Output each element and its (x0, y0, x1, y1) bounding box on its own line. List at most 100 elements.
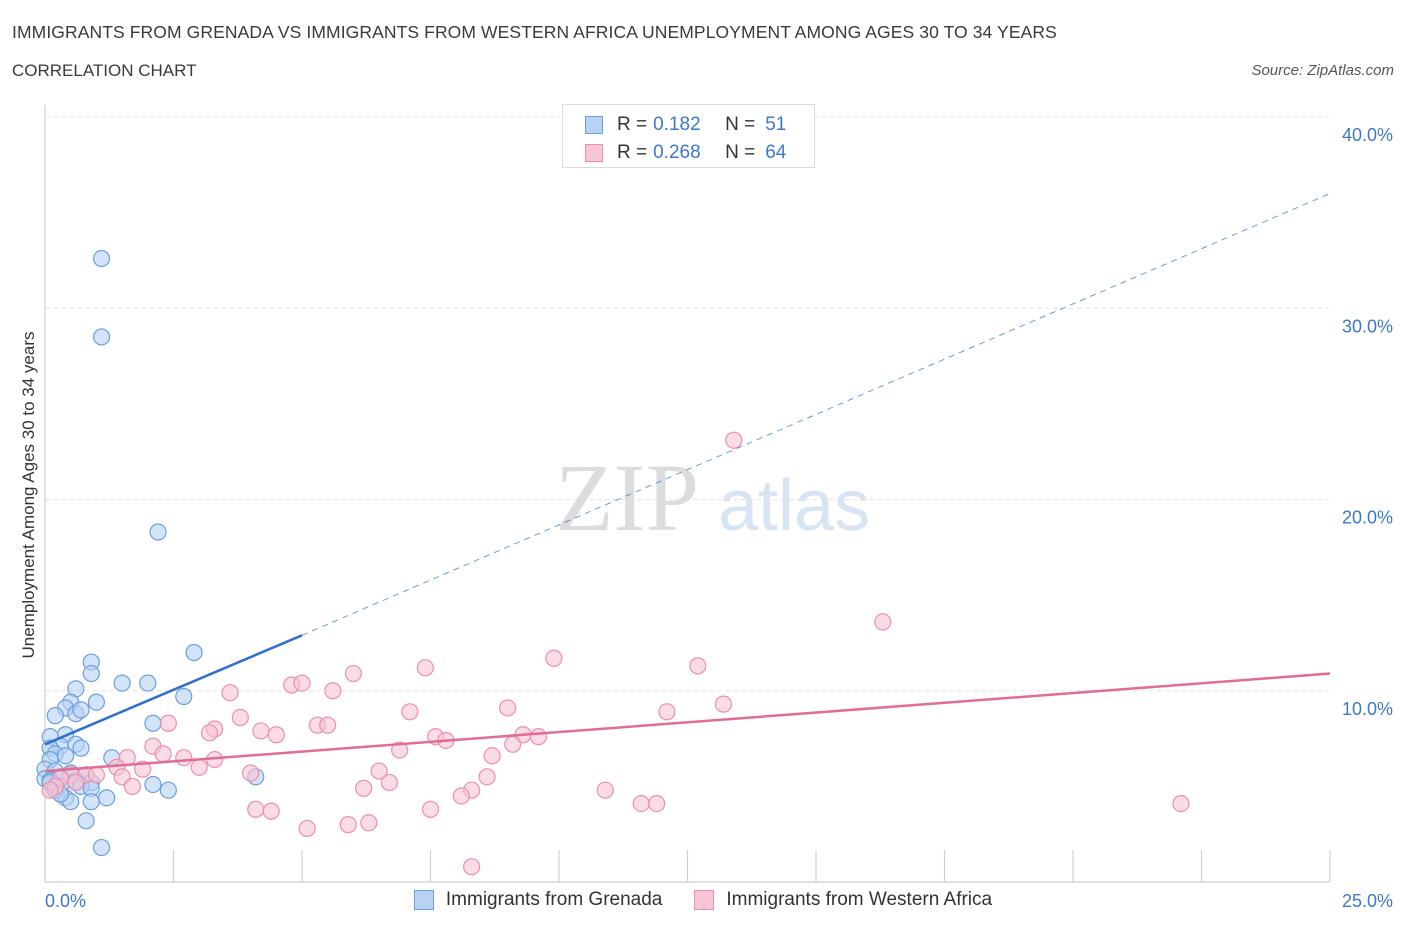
legend-swatch-grenada (585, 116, 603, 134)
point-grenada (185, 643, 203, 662)
point-western-africa (416, 659, 434, 677)
point-western-africa (380, 773, 398, 792)
legend-label-western-africa: Immigrants from Western Africa (726, 889, 993, 910)
legend-swatch-western-africa (694, 890, 715, 910)
point-western-africa (596, 781, 614, 799)
point-western-africa (725, 431, 743, 449)
point-western-africa (499, 699, 517, 717)
n-value-grenada: 51 (765, 114, 787, 135)
point-western-africa (267, 726, 285, 744)
point-western-africa (293, 674, 311, 692)
point-western-africa (355, 779, 373, 797)
point-grenada (92, 838, 111, 857)
watermark-zip: ZIP (555, 444, 699, 551)
point-grenada (92, 328, 111, 346)
point-grenada (113, 674, 131, 692)
point-western-africa (478, 768, 496, 786)
point-western-africa (190, 758, 208, 776)
point-western-africa (319, 716, 337, 734)
series-legend: Immigrants from Grenada Immigrants from … (0, 889, 1406, 911)
point-grenada (159, 781, 177, 799)
point-western-africa (67, 773, 85, 792)
legend-swatch-western-africa (585, 144, 603, 162)
x-tick-label-min: 0.0% (45, 891, 86, 911)
chart-title: IMMIGRANTS FROM GRENADA VS IMMIGRANTS FR… (12, 22, 1057, 42)
trendline-grenada (44, 634, 303, 746)
y-tick-label: 10.0% (1342, 699, 1393, 719)
point-grenada (82, 664, 100, 683)
point-western-africa (452, 787, 470, 805)
point-grenada (72, 701, 90, 719)
point-western-africa (123, 777, 141, 795)
stats-row-grenada: R = 0.182 N = 51 (585, 111, 786, 139)
point-western-africa (200, 724, 219, 742)
point-western-africa (714, 695, 733, 713)
point-grenada (56, 747, 75, 765)
point-western-africa (1172, 794, 1190, 813)
point-grenada (46, 707, 64, 725)
point-western-africa (463, 858, 481, 876)
point-grenada (72, 739, 90, 757)
n-label: N = (725, 142, 756, 163)
y-tick-label: 20.0% (1342, 508, 1393, 528)
point-western-africa (529, 728, 548, 746)
r-value-grenada: 0.182 (653, 114, 701, 135)
point-western-africa (360, 814, 378, 832)
point-western-africa (41, 781, 59, 799)
point-western-africa (231, 708, 249, 727)
n-value-western-africa: 64 (765, 142, 787, 163)
point-western-africa (689, 657, 707, 675)
y-tick-label: 30.0% (1342, 316, 1393, 336)
point-western-africa (339, 816, 357, 834)
legend-item-western-africa: Immigrants from Western Africa (694, 889, 992, 911)
stats-legend: R = 0.182 N = 51 R = 0.268 N = 64 (562, 104, 815, 168)
point-grenada (144, 775, 162, 794)
r-label: R = (617, 142, 648, 163)
y-tick-label: 40.0% (1342, 125, 1393, 145)
point-western-africa (632, 794, 650, 813)
point-grenada (77, 812, 95, 830)
point-western-africa (87, 766, 106, 784)
stats-row-western-africa: R = 0.268 N = 64 (585, 139, 786, 167)
x-tick-label-max: 25.0% (1342, 891, 1393, 911)
point-grenada (139, 674, 157, 692)
point-western-africa (658, 703, 676, 721)
point-western-africa (874, 613, 892, 631)
point-western-africa (247, 800, 265, 818)
point-western-africa (391, 741, 409, 759)
y-axis-label: Unemployment Among Ages 30 to 34 years (19, 332, 38, 659)
point-western-africa (648, 794, 666, 813)
point-western-africa (252, 722, 270, 740)
point-western-africa (242, 764, 260, 782)
point-grenada (144, 714, 162, 732)
point-western-africa (298, 819, 316, 838)
point-western-africa (221, 684, 239, 702)
point-grenada (175, 687, 193, 706)
trendline-grenada-projection (301, 193, 1331, 636)
legend-label-grenada: Immigrants from Grenada (445, 889, 663, 910)
point-grenada (98, 789, 116, 807)
point-grenada (82, 793, 100, 811)
legend-item-grenada: Immigrants from Grenada (413, 889, 663, 911)
trendline-western-africa (44, 672, 1331, 773)
chart-subtitle: CORRELATION CHART (12, 61, 197, 80)
point-western-africa (370, 762, 388, 780)
point-grenada (149, 523, 167, 541)
point-western-africa (483, 747, 501, 765)
point-western-africa (175, 749, 193, 767)
point-western-africa (401, 703, 419, 721)
point-western-africa (159, 714, 177, 732)
point-western-africa (545, 649, 563, 667)
r-label: R = (617, 114, 648, 135)
point-western-africa (344, 664, 362, 683)
point-grenada (92, 249, 111, 268)
point-western-africa (421, 800, 440, 818)
point-western-africa (262, 802, 280, 820)
watermark-atlas: atlas (718, 466, 870, 546)
legend-swatch-grenada (413, 890, 434, 910)
r-value-western-africa: 0.268 (653, 142, 701, 163)
point-grenada (87, 693, 106, 711)
point-western-africa (504, 735, 522, 753)
point-western-africa (154, 745, 172, 763)
